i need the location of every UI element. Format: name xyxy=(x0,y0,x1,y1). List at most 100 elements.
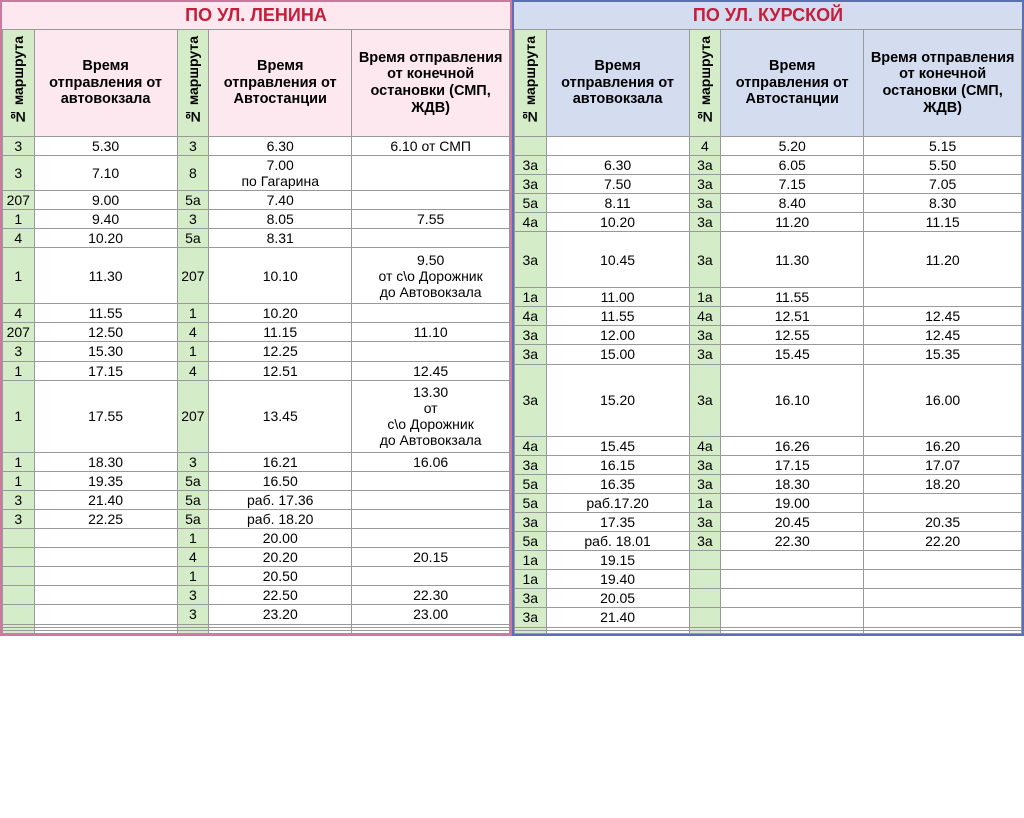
table-row: 120.00 xyxy=(3,529,510,548)
route-cell: 3 xyxy=(177,586,209,605)
route-cell xyxy=(689,608,721,627)
route-cell: 1 xyxy=(3,361,35,380)
route-cell: 1 xyxy=(177,567,209,586)
route-cell: 5а xyxy=(177,509,209,528)
time-cell: 6.05 xyxy=(721,155,864,174)
time-cell: 12.00 xyxy=(546,326,689,345)
time-cell: 22.30 xyxy=(721,532,864,551)
time-cell: 7.00по Гагарина xyxy=(209,155,352,190)
table-row: 322.5022.30 xyxy=(3,586,510,605)
route-cell: 1 xyxy=(177,342,209,361)
route-cell: 3а xyxy=(515,455,547,474)
time-cell: 15.30 xyxy=(34,342,177,361)
time-cell: 16.06 xyxy=(352,452,510,471)
time-cell: 18.30 xyxy=(34,452,177,471)
time-cell: 16.26 xyxy=(721,436,864,455)
section-title-lenina: ПО УЛ. ЛЕНИНА xyxy=(2,2,510,29)
time-cell: раб. 18.20 xyxy=(209,509,352,528)
table-row: 4а11.554а12.5112.45 xyxy=(515,307,1022,326)
route-cell xyxy=(3,529,35,548)
time-cell: 11.55 xyxy=(546,307,689,326)
time-cell: 12.55 xyxy=(721,326,864,345)
route-cell xyxy=(3,548,35,567)
route-cell: 1 xyxy=(3,452,35,471)
route-cell: 3 xyxy=(3,342,35,361)
route-cell: 3а xyxy=(515,589,547,608)
time-cell xyxy=(352,342,510,361)
table-row xyxy=(515,630,1022,633)
header-col1-kurskoy: Время отправления от автовокзала xyxy=(546,30,689,137)
time-cell: 12.45 xyxy=(864,326,1022,345)
table-row: 3а16.153а17.1517.07 xyxy=(515,455,1022,474)
table-row: 3а20.05 xyxy=(515,589,1022,608)
table-row: 5араб.17.201а19.00 xyxy=(515,493,1022,512)
route-cell: 207 xyxy=(3,191,35,210)
time-cell: 7.40 xyxy=(209,191,352,210)
time-cell: раб. 18.01 xyxy=(546,532,689,551)
time-cell: 5.50 xyxy=(864,155,1022,174)
route-cell: 3а xyxy=(515,345,547,364)
table-row: 45.205.15 xyxy=(515,136,1022,155)
table-row: 118.30316.2116.06 xyxy=(3,452,510,471)
route-cell: 1 xyxy=(177,304,209,323)
table-kurskoy: № маршрута Время отправления от автовокз… xyxy=(514,29,1022,634)
time-cell: 16.35 xyxy=(546,474,689,493)
tbody-kurskoy: 45.205.153а6.303а6.055.503а7.503а7.157.0… xyxy=(515,136,1022,633)
time-cell: 12.45 xyxy=(864,307,1022,326)
time-cell xyxy=(352,529,510,548)
header-row-lenina: № маршрута Время отправления от автовокз… xyxy=(3,30,510,137)
route-cell: 5а xyxy=(177,191,209,210)
route-cell: 5а xyxy=(515,493,547,512)
route-cell: 4а xyxy=(515,436,547,455)
route-cell xyxy=(689,570,721,589)
route-cell: 1 xyxy=(3,471,35,490)
time-cell: 9.40 xyxy=(34,210,177,229)
time-cell: 17.35 xyxy=(546,512,689,531)
table-row: 117.5520713.4513.30отс\о Дорожникдо Авто… xyxy=(3,380,510,452)
route-cell: 4 xyxy=(177,361,209,380)
time-cell xyxy=(352,155,510,190)
route-cell: 3а xyxy=(689,155,721,174)
time-cell xyxy=(864,493,1022,512)
time-cell: 8.11 xyxy=(546,194,689,213)
time-cell: раб.17.20 xyxy=(546,493,689,512)
table-row xyxy=(3,630,510,633)
time-cell: 12.51 xyxy=(209,361,352,380)
route-cell: 4а xyxy=(515,307,547,326)
route-cell: 1а xyxy=(515,570,547,589)
time-cell: 16.21 xyxy=(209,452,352,471)
time-cell: 20.00 xyxy=(209,529,352,548)
route-cell: 3а xyxy=(689,532,721,551)
time-cell: 12.45 xyxy=(352,361,510,380)
time-cell: 10.10 xyxy=(209,248,352,304)
table-row: 5а16.353а18.3018.20 xyxy=(515,474,1022,493)
route-cell xyxy=(3,567,35,586)
time-cell: 9.00 xyxy=(34,191,177,210)
time-cell: 22.50 xyxy=(209,586,352,605)
table-row: 111.3020710.109.50от с\о Дорожникдо Авто… xyxy=(3,248,510,304)
route-cell: 3а xyxy=(515,232,547,288)
table-row: 315.30112.25 xyxy=(3,342,510,361)
route-cell: 207 xyxy=(3,323,35,342)
table-row: 3а7.503а7.157.05 xyxy=(515,174,1022,193)
time-cell xyxy=(864,608,1022,627)
time-cell: 16.15 xyxy=(546,455,689,474)
time-cell xyxy=(721,570,864,589)
route-cell: 4а xyxy=(689,307,721,326)
route-cell: 1а xyxy=(515,551,547,570)
time-cell: 19.00 xyxy=(721,493,864,512)
time-cell xyxy=(721,551,864,570)
route-cell: 3а xyxy=(689,345,721,364)
time-cell xyxy=(209,630,352,633)
section-kurskoy: ПО УЛ. КУРСКОЙ № маршрута Время отправле… xyxy=(512,0,1024,636)
table-row: 3а15.003а15.4515.35 xyxy=(515,345,1022,364)
time-cell xyxy=(721,589,864,608)
time-cell: 22.30 xyxy=(352,586,510,605)
time-cell xyxy=(34,605,177,624)
table-row: 3а6.303а6.055.50 xyxy=(515,155,1022,174)
time-cell: 18.30 xyxy=(721,474,864,493)
table-row: 4а15.454а16.2616.20 xyxy=(515,436,1022,455)
time-cell: 8.05 xyxy=(209,210,352,229)
time-cell: 7.50 xyxy=(546,174,689,193)
table-row: 322.255араб. 18.20 xyxy=(3,509,510,528)
